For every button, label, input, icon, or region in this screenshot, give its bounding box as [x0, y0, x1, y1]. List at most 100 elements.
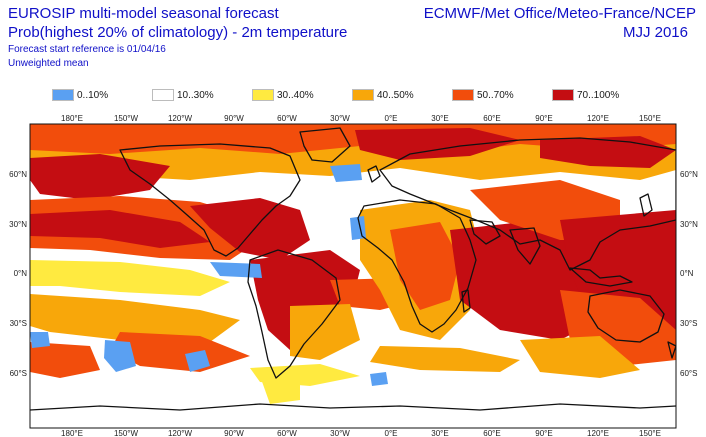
- lon-tick: 90°E: [535, 114, 552, 123]
- prob-region: [104, 340, 136, 372]
- legend-item: 0..10%: [52, 88, 108, 102]
- legend-item: 70..100%: [552, 88, 619, 102]
- legend-item: 10..30%: [152, 88, 214, 102]
- lat-ticks-left: 60°N 30°N 0°N 30°S 60°S: [9, 170, 27, 378]
- title-line-2: Prob(highest 20% of climatology) - 2m te…: [8, 24, 348, 41]
- prob-region: [390, 222, 460, 310]
- lon-tick: 150°E: [639, 114, 661, 123]
- legend-item: 30..40%: [252, 88, 314, 102]
- coastline-arabia: [469, 219, 501, 245]
- prob-region: [30, 124, 676, 154]
- title-line-1: EUROSIP multi-model seasonal forecast: [8, 5, 279, 22]
- lon-tick: 60°E: [483, 114, 500, 123]
- map-frame: [29, 123, 677, 429]
- coastline-australia: [587, 289, 665, 343]
- lon-tick: 30°E: [431, 429, 448, 437]
- legend: 0..10% 10..30% 30..40% 40..50% 50..70% 7…: [52, 88, 652, 102]
- lat-tick: 30°S: [10, 319, 27, 328]
- lon-tick: 150°W: [114, 429, 139, 437]
- lon-tick: 120°E: [587, 114, 609, 123]
- legend-item: 50..70%: [452, 88, 514, 102]
- prob-region: [30, 332, 50, 348]
- lon-ticks-top: 180°E 150°W 120°W 90°W 60°W 30°W 0°E 30°…: [61, 114, 661, 123]
- lat-tick: 30°N: [9, 220, 27, 229]
- prob-region: [30, 260, 230, 296]
- lon-tick: 150°E: [639, 429, 661, 437]
- lon-tick: 120°W: [168, 114, 193, 123]
- lon-tick: 90°W: [224, 429, 244, 437]
- lat-tick: 30°N: [680, 220, 698, 229]
- lat-ticks-right: 60°N 30°N 0°N 30°S 60°S: [680, 170, 698, 378]
- lat-tick: 0°N: [14, 269, 28, 278]
- lon-tick: 180°E: [61, 429, 83, 437]
- lat-tick: 60°N: [9, 170, 27, 179]
- lon-ticks-bottom: 180°E 150°W 120°W 90°W 60°W 30°W 0°E 30°…: [61, 429, 661, 437]
- lon-tick: 0°E: [385, 114, 398, 123]
- prob-region: [260, 374, 300, 404]
- legend-swatch: [352, 89, 374, 101]
- forecast-period: MJJ 2016: [622, 24, 688, 41]
- legend-label: 70..100%: [577, 89, 620, 101]
- prob-region: [190, 198, 310, 260]
- lon-tick: 150°W: [114, 114, 139, 123]
- lon-tick: 120°W: [168, 429, 193, 437]
- lat-tick: 0°N: [680, 269, 694, 278]
- legend-swatch: [452, 89, 474, 101]
- lon-tick: 60°E: [483, 429, 500, 437]
- coastline-new-zealand: [667, 341, 676, 359]
- lon-tick: 60°W: [277, 429, 297, 437]
- forecast-centres: ECMWF/Met Office/Meteo-France/NCEP: [423, 5, 696, 22]
- lat-tick: 30°S: [680, 319, 697, 328]
- legend-item: 40..50%: [352, 88, 414, 102]
- coastline-india: [509, 227, 541, 265]
- legend-label: 0..10%: [77, 89, 109, 101]
- legend-swatch: [252, 89, 274, 101]
- prob-region: [370, 372, 388, 386]
- legend-swatch: [52, 89, 74, 101]
- legend-label: 30..40%: [277, 89, 314, 101]
- legend-label: 50..70%: [477, 89, 514, 101]
- coastline-antarctica: [30, 403, 676, 411]
- coastline-indonesia: [569, 267, 633, 287]
- lat-tick: 60°N: [680, 170, 698, 179]
- lon-tick: 120°E: [587, 429, 609, 437]
- lon-tick: 30°W: [330, 114, 350, 123]
- prob-region: [30, 210, 210, 248]
- coastline-greenland: [299, 127, 351, 163]
- prob-region: [30, 394, 676, 428]
- coastline-japan: [639, 193, 653, 217]
- mean-type: Unweighted mean: [8, 58, 89, 69]
- forecast-reference: Forecast start reference is 01/04/16: [8, 44, 166, 55]
- coastline-south-america: [247, 249, 341, 379]
- prob-region: [370, 346, 520, 372]
- lon-tick: 60°W: [277, 114, 297, 123]
- prob-region: [30, 294, 240, 342]
- lon-tick: 30°W: [330, 429, 350, 437]
- legend-swatch: [552, 89, 574, 101]
- lat-tick: 60°S: [10, 369, 27, 378]
- prob-region: [290, 304, 360, 360]
- coastline-madagascar: [461, 289, 471, 313]
- probability-fields: [30, 124, 676, 428]
- prob-region: [520, 336, 640, 378]
- prob-region: [185, 350, 210, 372]
- coastline-eurasia: [379, 137, 676, 271]
- lat-tick: 60°S: [680, 369, 697, 378]
- prob-region: [110, 332, 250, 372]
- lon-tick: 30°E: [431, 114, 448, 123]
- lon-tick: 90°W: [224, 114, 244, 123]
- coastline-north-america: [119, 143, 301, 257]
- legend-swatch: [152, 89, 174, 101]
- prob-region: [355, 128, 520, 160]
- prob-region: [30, 154, 170, 200]
- lon-tick: 0°E: [385, 429, 398, 437]
- prob-region: [330, 164, 362, 182]
- coastline-british-isles: [367, 165, 381, 183]
- coastline-africa: [357, 199, 477, 333]
- prob-region: [30, 342, 100, 378]
- legend-label: 40..50%: [377, 89, 414, 101]
- lon-tick: 90°E: [535, 429, 552, 437]
- probability-map: 180°E 150°W 120°W 90°W 60°W 30°W 0°E 30°…: [9, 114, 698, 437]
- legend-label: 10..30%: [177, 89, 214, 101]
- coastlines: [30, 127, 676, 411]
